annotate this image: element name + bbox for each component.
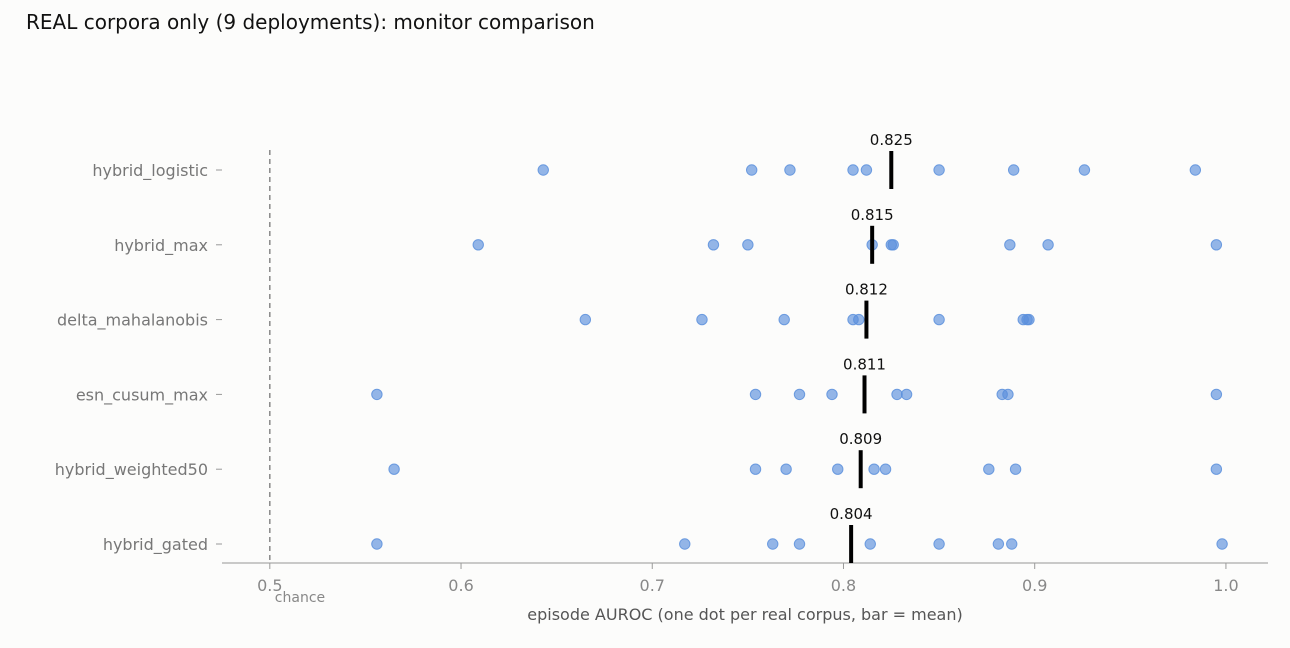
data-point — [780, 463, 792, 475]
data-point — [371, 388, 383, 401]
data-point — [933, 538, 945, 550]
x-tick-label: 0.9 — [1022, 576, 1047, 595]
x-tick-label: 0.7 — [640, 576, 665, 595]
data-point — [778, 313, 790, 326]
x-tick-label: 0.8 — [831, 576, 856, 595]
data-point — [853, 313, 865, 326]
y-tick-label-delta-mahalanobis: delta_mahalanobis — [57, 311, 208, 331]
data-point — [1210, 388, 1223, 401]
mean-value-label: 0.811 — [843, 355, 886, 373]
x-tick-label: 0.5 — [257, 576, 282, 595]
mean-value-label: 0.809 — [839, 430, 882, 448]
data-point — [696, 313, 708, 326]
data-point — [579, 313, 592, 326]
data-point — [887, 239, 899, 251]
data-point — [1216, 538, 1228, 550]
data-point — [983, 463, 995, 475]
y-tick-label-hybrid-weighted50: hybrid_weighted50 — [55, 460, 208, 480]
data-point — [847, 164, 859, 176]
data-point — [388, 463, 400, 475]
data-point — [707, 239, 720, 251]
mean-value-label: 0.825 — [870, 131, 913, 149]
mean-value-label: 0.815 — [851, 206, 894, 224]
data-point — [900, 388, 913, 401]
data-point — [832, 463, 844, 475]
mean-value-label: 0.804 — [830, 505, 873, 523]
data-point — [793, 538, 806, 550]
data-point — [933, 313, 945, 326]
x-tick-label: 1.0 — [1213, 576, 1238, 595]
data-point — [826, 388, 838, 401]
data-point — [1004, 239, 1016, 251]
data-point — [860, 164, 873, 176]
y-tick-label-hybrid-max: hybrid_max — [114, 236, 208, 256]
data-point — [742, 239, 754, 251]
data-point — [864, 538, 876, 550]
data-point — [767, 538, 779, 550]
data-point — [472, 239, 484, 251]
mean-value-label: 0.812 — [845, 281, 888, 299]
data-point — [793, 388, 806, 401]
data-point — [1042, 239, 1054, 251]
chance-label: chance — [275, 590, 325, 606]
data-point — [749, 388, 762, 401]
data-point — [1210, 463, 1223, 475]
x-tick-label: 0.6 — [448, 576, 473, 595]
data-point — [1006, 538, 1018, 550]
y-tick-label-hybrid-gated: hybrid_gated — [103, 535, 208, 555]
data-point — [371, 538, 383, 550]
data-point — [1023, 313, 1035, 326]
data-point — [537, 164, 549, 176]
data-point — [1009, 463, 1022, 475]
data-point — [1007, 164, 1020, 176]
chart-title: REAL corpora only (9 deployments): monit… — [26, 10, 595, 34]
y-tick-label-esn-cusum-max: esn_cusum_max — [76, 385, 208, 405]
plot-area: 0.5 0.6 0.7 0.8 0.9 1.0 chance hybrid_logistic 0… — [55, 131, 1268, 606]
data-point — [879, 463, 892, 475]
data-point — [745, 164, 758, 176]
data-point — [749, 463, 762, 475]
data-point — [1078, 164, 1091, 176]
data-point — [1210, 239, 1223, 251]
data-point — [891, 388, 903, 401]
data-point — [933, 164, 945, 176]
data-point — [1189, 164, 1202, 176]
data-point — [868, 463, 880, 475]
y-tick-label-hybrid-logistic: hybrid_logistic — [92, 161, 208, 181]
x-axis-label: episode AUROC (one dot per real corpus, … — [527, 605, 962, 624]
data-point — [679, 538, 691, 550]
data-point — [784, 164, 796, 176]
data-point — [992, 538, 1005, 550]
data-point — [1002, 388, 1014, 401]
